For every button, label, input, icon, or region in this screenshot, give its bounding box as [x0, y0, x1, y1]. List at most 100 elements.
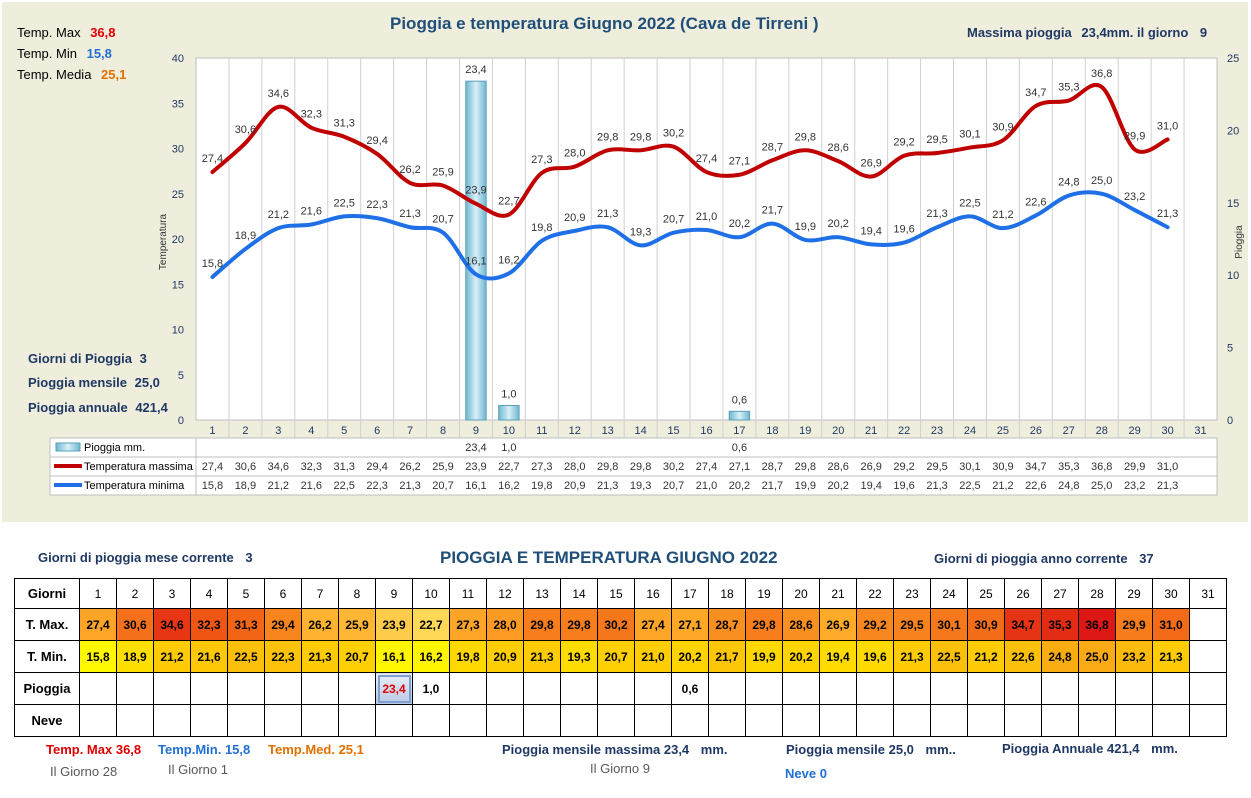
tmin-data-label: 20,7	[663, 214, 684, 226]
monthly-rain-value: 25,0	[134, 375, 160, 390]
data-table-cell: 21,2	[992, 480, 1013, 492]
snow-cell	[560, 704, 598, 737]
data-table-cell: 28,7	[762, 461, 783, 473]
data-table-cell: 25,9	[432, 461, 453, 473]
stat-tmed-label: Temp. Media	[17, 67, 92, 82]
data-table-cell: 20,7	[663, 480, 684, 492]
data-table-cell: 21,6	[301, 480, 322, 492]
rain-cell	[634, 672, 672, 705]
x-tick-label: 23	[931, 425, 943, 437]
y2-tick-label: 20	[1227, 125, 1239, 137]
tmin-cell: 23,2	[1115, 640, 1153, 673]
day-cell: 11	[449, 578, 487, 609]
legend-label: Temperatura minima	[84, 480, 185, 492]
rain-cell	[1189, 672, 1227, 705]
day-cell: 18	[708, 578, 746, 609]
x-tick-label: 19	[799, 425, 811, 437]
rain-cell	[745, 672, 783, 705]
x-tick-label: 29	[1129, 425, 1141, 437]
day-cell: 23	[893, 578, 931, 609]
tmin-data-label: 21,7	[762, 205, 783, 217]
snow-cell	[338, 704, 376, 737]
snow-cell	[1004, 704, 1042, 737]
data-table-cell: 30,9	[992, 461, 1013, 473]
data-table-cell: 16,1	[465, 480, 486, 492]
data-table-cell: 29,4	[366, 461, 387, 473]
max-monthly-rain-label: Pioggia mensile massima	[502, 742, 661, 757]
tmax-data-label: 29,5	[926, 134, 947, 146]
data-table-cell: 16,2	[498, 480, 519, 492]
data-table-cell: 21,3	[926, 480, 947, 492]
tmax-cell: 34,6	[153, 608, 191, 641]
table-row-tmax: T. Max. 27,4 30,6 34,6 32,3 31,3 29,4 26,2 25,9…	[14, 608, 1227, 641]
tmax-data-label: 36,8	[1091, 68, 1112, 80]
footer-tmed-label: Temp.Med.	[268, 742, 335, 757]
data-table-cell: 20,2	[729, 480, 750, 492]
day-cell: 3	[153, 578, 191, 609]
snow-cell	[375, 704, 413, 737]
day-cell: 24	[930, 578, 968, 609]
tmin-data-label: 18,9	[235, 230, 256, 242]
data-table-cell: 36,8	[1091, 461, 1112, 473]
snow-cell	[264, 704, 302, 737]
tmax-cell: 26,9	[819, 608, 857, 641]
rain-cell	[338, 672, 376, 705]
tmin-cell: 15,8	[79, 640, 117, 673]
day-cell: 15	[597, 578, 635, 609]
x-tick-label: 16	[700, 425, 712, 437]
tmin-data-label: 20,2	[828, 218, 849, 230]
tmin-cell: 22,3	[264, 640, 302, 673]
tmax-cell: 28,7	[708, 608, 746, 641]
tmax-data-label: 29,4	[366, 135, 387, 147]
rain-cell: 0,6	[671, 672, 709, 705]
tmax-cell: 34,7	[1004, 608, 1042, 641]
tmax-cell: 29,8	[523, 608, 561, 641]
y-tick-label: 40	[172, 53, 184, 65]
tmin-data-label: 21,6	[301, 206, 322, 218]
data-table-cell: 28,6	[828, 461, 849, 473]
x-tick-label: 30	[1161, 425, 1173, 437]
rain-cell	[190, 672, 228, 705]
weather-table: Giorni 1 2 3 4 5 6 7 8 9 10 11 12 13 14 15 16 17 18 19 20 21…	[14, 578, 1227, 737]
tmax-cell	[1189, 608, 1227, 641]
x-tick-label: 24	[964, 425, 976, 437]
max-monthly-rain-unit: mm.	[700, 742, 728, 757]
rain-cell	[782, 672, 820, 705]
plot-area	[195, 57, 1218, 421]
data-table-cell: 26,9	[860, 461, 881, 473]
tmax-data-label: 28,6	[828, 142, 849, 154]
tmin-cell: 19,8	[449, 640, 487, 673]
tmin-data-label: 21,3	[399, 208, 420, 220]
day-cell: 9	[375, 578, 413, 609]
snow-cell	[1189, 704, 1227, 737]
chart-title: Pioggia e temperatura Giugno 2022 (Cava …	[390, 14, 819, 33]
footer-tmin-value: 15,8	[224, 742, 251, 757]
tmin-cell: 20,2	[671, 640, 709, 673]
day-cell: 7	[301, 578, 339, 609]
tmax-data-label: 30,6	[235, 124, 256, 136]
rain-data-label: 23,4	[465, 64, 486, 76]
row-label: Pioggia	[14, 672, 80, 705]
y-tick-label: 15	[172, 279, 184, 291]
data-table-cell: 0,6	[732, 442, 747, 454]
stat-tmed: Temp. Media 25,1	[17, 67, 126, 82]
rain-days-value: 3	[139, 351, 147, 366]
legend-label: Pioggia mm.	[84, 442, 145, 454]
rain-bar	[728, 410, 751, 421]
y2-tick-label: 15	[1227, 198, 1239, 210]
tmax-cell: 25,9	[338, 608, 376, 641]
day-cell: 2	[116, 578, 154, 609]
rain-cell	[967, 672, 1005, 705]
day-cell: 21	[819, 578, 857, 609]
rain-cell	[1152, 672, 1190, 705]
tmax-cell: 27,1	[671, 608, 709, 641]
data-table-cell: 29,8	[597, 461, 618, 473]
annual-rain-value: 421,4	[135, 400, 168, 415]
snow-cell	[1115, 704, 1153, 737]
rain-cell	[116, 672, 154, 705]
tmax-data-label: 32,3	[301, 109, 322, 121]
x-tick-label: 15	[667, 425, 679, 437]
day-cell: 12	[486, 578, 524, 609]
tmin-cell: 18,9	[116, 640, 154, 673]
day-cell: 19	[745, 578, 783, 609]
